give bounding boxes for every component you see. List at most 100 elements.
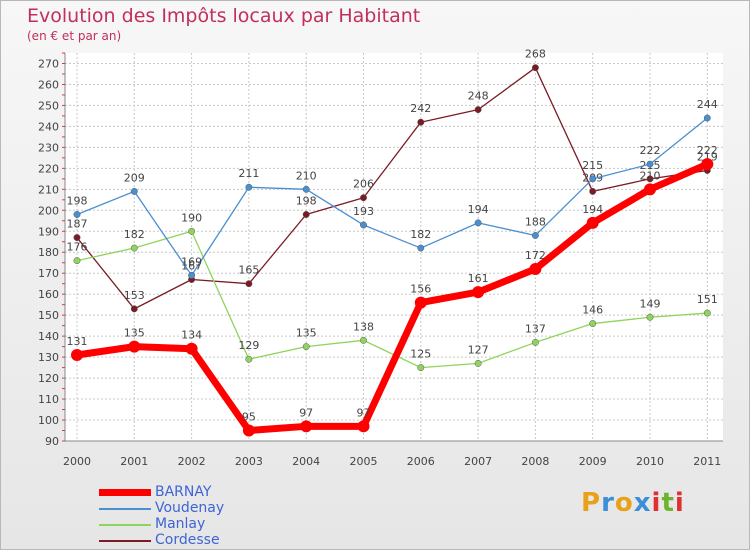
x-tick-label: 2005 bbox=[350, 455, 378, 468]
logo-letter: i bbox=[651, 488, 662, 518]
series-line-voudenay bbox=[76, 117, 708, 276]
data-label-barnay: 97 bbox=[357, 406, 371, 419]
data-label-manlay: 182 bbox=[124, 228, 145, 241]
data-label-manlay: 137 bbox=[525, 322, 546, 335]
data-point-voudenay bbox=[417, 244, 425, 252]
x-tick-label: 2008 bbox=[521, 455, 549, 468]
x-tick-label: 2000 bbox=[63, 455, 91, 468]
data-label-voudenay: 169 bbox=[181, 255, 202, 268]
data-label-cordesse: 242 bbox=[410, 102, 431, 115]
data-point-manlay bbox=[302, 343, 310, 351]
data-point-manlay bbox=[589, 320, 597, 328]
data-label-manlay: 190 bbox=[181, 211, 202, 224]
legend-swatch bbox=[99, 489, 151, 496]
y-tick-label: 120 bbox=[38, 372, 59, 385]
data-point-barnay bbox=[300, 420, 313, 433]
x-tick-label: 2004 bbox=[292, 455, 320, 468]
data-point-voudenay bbox=[360, 221, 367, 229]
data-label-voudenay: 188 bbox=[525, 215, 546, 228]
data-label-voudenay: 194 bbox=[468, 203, 489, 216]
data-label-voudenay: 193 bbox=[353, 205, 374, 218]
data-label-voudenay: 244 bbox=[697, 98, 718, 111]
data-label-cordesse: 206 bbox=[353, 178, 374, 191]
data-point-cordesse bbox=[245, 280, 253, 288]
legend-swatch bbox=[99, 540, 151, 542]
data-point-manlay bbox=[703, 309, 711, 317]
y-tick-label: 100 bbox=[38, 414, 59, 427]
y-tick-label: 230 bbox=[38, 141, 59, 154]
data-label-voudenay: 222 bbox=[640, 144, 661, 157]
data-label-manlay: 125 bbox=[410, 348, 431, 361]
chart-title: Evolution des Impôts locaux par Habitant bbox=[27, 5, 421, 27]
data-point-barnay bbox=[472, 286, 485, 299]
series-line-cordesse bbox=[76, 67, 708, 310]
logo-letter: t bbox=[661, 488, 675, 518]
data-point-manlay bbox=[646, 313, 654, 321]
y-tick-label: 180 bbox=[38, 246, 59, 259]
data-label-barnay: 210 bbox=[640, 169, 661, 182]
data-point-voudenay bbox=[188, 271, 196, 279]
data-label-manlay: 129 bbox=[238, 339, 259, 352]
data-label-barnay: 172 bbox=[525, 249, 546, 262]
legend-label: Manlay bbox=[155, 516, 206, 532]
data-label-voudenay: 211 bbox=[238, 167, 259, 180]
y-tick-label: 210 bbox=[38, 183, 59, 196]
data-label-barnay: 194 bbox=[582, 203, 603, 216]
data-point-cordesse bbox=[417, 118, 425, 126]
y-tick-label: 110 bbox=[38, 393, 59, 406]
x-tick-label: 2002 bbox=[178, 455, 206, 468]
legend-label: Cordesse bbox=[155, 532, 220, 548]
data-label-cordesse: 187 bbox=[67, 218, 88, 231]
x-tick-label: 2006 bbox=[407, 455, 435, 468]
y-tick-label: 220 bbox=[38, 162, 59, 175]
data-point-manlay bbox=[130, 244, 138, 252]
data-point-barnay bbox=[586, 216, 599, 229]
plot-area bbox=[65, 53, 723, 441]
data-label-manlay: 151 bbox=[697, 293, 718, 306]
data-point-cordesse bbox=[589, 187, 597, 195]
data-label-barnay: 161 bbox=[468, 272, 489, 285]
data-point-manlay bbox=[188, 227, 196, 235]
data-label-manlay: 138 bbox=[353, 320, 374, 333]
y-tick-label: 190 bbox=[38, 225, 59, 238]
data-label-cordesse: 167 bbox=[181, 260, 202, 273]
data-label-cordesse: 153 bbox=[124, 289, 145, 302]
logo-letter: o bbox=[614, 488, 634, 518]
data-label-barnay: 95 bbox=[242, 411, 256, 424]
data-label-voudenay: 215 bbox=[582, 159, 603, 172]
data-label-barnay: 97 bbox=[299, 406, 313, 419]
proxiti-logo: Proxiti bbox=[581, 488, 685, 518]
data-point-manlay bbox=[531, 338, 539, 346]
data-point-barnay bbox=[242, 424, 255, 437]
data-point-voudenay bbox=[245, 183, 253, 191]
y-tick-label: 170 bbox=[38, 267, 59, 280]
logo-letter: P bbox=[581, 488, 602, 518]
logo-letter: r bbox=[601, 488, 615, 518]
data-point-cordesse bbox=[130, 305, 138, 313]
logo-letter: i bbox=[674, 488, 685, 518]
data-label-cordesse: 268 bbox=[525, 48, 546, 61]
chart-subtitle: (en € et par an) bbox=[27, 29, 122, 43]
y-tick-label: 250 bbox=[38, 99, 59, 112]
data-point-barnay bbox=[414, 296, 427, 309]
data-point-barnay bbox=[128, 340, 141, 353]
data-label-manlay: 135 bbox=[296, 327, 317, 340]
y-tick-label: 200 bbox=[38, 204, 59, 217]
x-tick-label: 2011 bbox=[693, 455, 721, 468]
y-tick-label: 160 bbox=[38, 288, 59, 301]
series-line-barnay bbox=[73, 160, 711, 435]
data-point-barnay bbox=[644, 183, 656, 196]
y-tick-label: 240 bbox=[38, 120, 59, 133]
data-point-manlay bbox=[474, 359, 482, 367]
legend-label: Voudenay bbox=[155, 500, 225, 516]
data-point-voudenay bbox=[646, 160, 654, 168]
data-point-voudenay bbox=[130, 187, 138, 195]
data-label-voudenay: 198 bbox=[67, 194, 88, 207]
data-point-voudenay bbox=[589, 175, 597, 183]
data-label-barnay: 131 bbox=[67, 335, 88, 348]
series-line-manlay bbox=[76, 230, 708, 369]
data-point-manlay bbox=[417, 364, 425, 372]
data-label-barnay: 135 bbox=[124, 327, 145, 340]
data-label-manlay: 176 bbox=[67, 241, 88, 254]
